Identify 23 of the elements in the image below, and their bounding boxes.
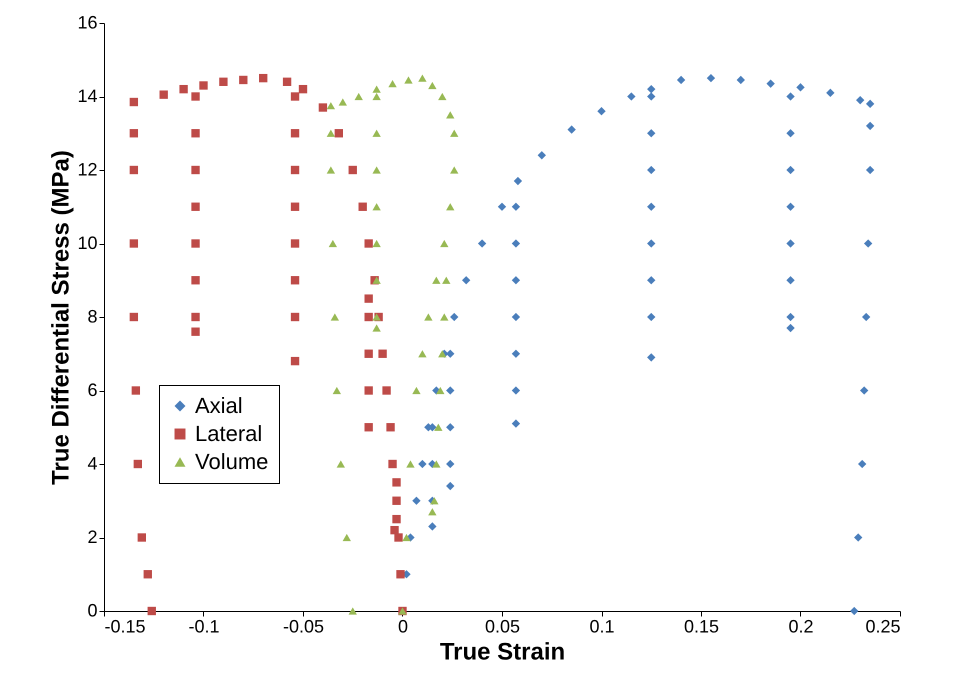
y-tick-label: 14 [77,86,98,106]
y-axis-title: True Differential Stress (MPa) [47,150,74,485]
x-tick-label: -0.1 [188,616,220,636]
y-tick-label: 6 [87,380,98,400]
x-tick-label: 0 [398,616,408,636]
x-tick-label: 0.15 [684,616,720,636]
x-tick-label: 0.05 [484,616,520,636]
y-tick-label: 10 [77,233,98,253]
x-tick-label: -0.15 [104,616,146,636]
y-tick-label: 4 [87,454,98,474]
legend-label: Axial [195,393,243,418]
y-tick-label: 12 [77,160,98,180]
x-tick-label: 0.2 [788,616,814,636]
x-tick-label: 0.1 [589,616,615,636]
y-tick-label: 2 [87,527,98,547]
y-tick-label: 0 [87,600,98,620]
y-tick-label: 8 [87,306,98,326]
x-axis-title: True Strain [440,638,566,666]
x-tick-label: -0.05 [282,616,324,636]
legend-label: Lateral [195,421,262,446]
x-tick-label: 0.25 [865,616,900,636]
legend-label: Volume [195,449,268,474]
y-tick-label: 16 [77,12,98,32]
